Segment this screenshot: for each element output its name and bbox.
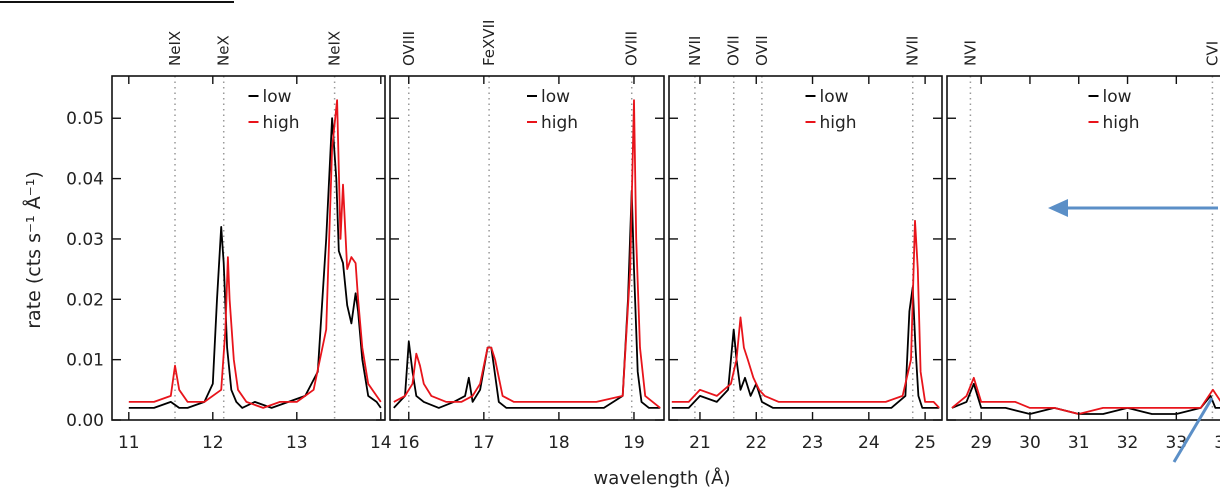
panel-2: OVIII FeXVII OVIII 16 17 18 19 low high [389, 20, 665, 453]
series-high [393, 99, 661, 409]
x-tick-label: 16 [398, 433, 420, 453]
line-label-nvii: NVII [904, 36, 922, 66]
panel-3: NVII OVII OVII NVII 21 22 23 24 25 low high [668, 35, 943, 453]
legend-label-high: high [820, 113, 857, 133]
panel-frame [668, 75, 943, 421]
line-label-oviii: OVIII [623, 31, 641, 66]
series-high [951, 376, 1220, 415]
x-tick-label: 21 [689, 433, 711, 453]
panel-data [393, 99, 661, 409]
y-tick-label: 0.04 [66, 170, 104, 190]
x-tick-label: 11 [118, 433, 140, 453]
y-tick-label: 0.01 [66, 351, 104, 371]
x-axis-label: wavelength (Å) [594, 467, 731, 489]
series-low [128, 117, 382, 409]
legend-label-high: high [1103, 113, 1140, 133]
line-label-nex: NeX [215, 35, 233, 66]
x-tick-label: 18 [548, 433, 570, 453]
y-tick-label: 0.03 [66, 230, 104, 250]
line-label-ovii: OVII [753, 35, 771, 66]
line-label-nvii: NVII [686, 36, 704, 66]
y-axis-label: rate (cts s⁻¹ Å⁻¹) [22, 171, 45, 329]
x-tick-label: 23 [802, 433, 824, 453]
line-label-fexvii: FeXVII [480, 20, 498, 66]
series-low [951, 382, 1220, 415]
panel-data [951, 376, 1220, 415]
panel-1: NeIX NeX NeIX 11 12 13 14 0.00 0.01 0.02 0.03 0.04 0… [66, 31, 391, 453]
x-tick-label: 34 [1214, 433, 1220, 453]
series-high [671, 219, 940, 409]
x-tick-label: 19 [623, 433, 645, 453]
legend-label-low: low [263, 87, 292, 107]
panel-frame [111, 75, 386, 421]
annotation-arrows [1048, 199, 1218, 463]
line-label-neix: NeIX [166, 31, 184, 66]
line-label-ovii: OVII [725, 35, 743, 66]
line-label-cvi: CVI [1203, 41, 1220, 66]
line-label-nvi: NVI [961, 40, 979, 66]
legend-label-high: high [263, 113, 300, 133]
legend-label-high: high [541, 113, 578, 133]
legend-label-low: low [1103, 87, 1132, 107]
series-low [393, 189, 661, 409]
series-low [671, 286, 940, 409]
arrow-left-head [1048, 199, 1068, 217]
arrow-up-line [1172, 397, 1214, 463]
plot-panels: NeIX NeX NeIX 11 12 13 14 0.00 0.01 0.02 0.03 0.04 0… [66, 20, 1220, 453]
panel-frame [946, 75, 1220, 421]
series-high [128, 99, 382, 409]
x-tick-label: 31 [1068, 433, 1090, 453]
panel-4: NVICVI293031323334lowhigh [946, 40, 1220, 453]
line-label-neix: NeIX [326, 31, 344, 66]
x-tick-label: 30 [1019, 433, 1041, 453]
x-tick-label: 12 [202, 433, 224, 453]
y-tick-label: 0.05 [66, 109, 104, 129]
x-tick-label: 17 [473, 433, 495, 453]
x-tick-label: 25 [914, 433, 936, 453]
legend-label-low: low [541, 87, 570, 107]
x-tick-label: 13 [286, 433, 308, 453]
x-tick-label: 29 [970, 433, 992, 453]
panel-data [671, 219, 940, 409]
legend-label-low: low [820, 87, 849, 107]
line-label-oviii: OVIII [400, 31, 418, 66]
x-tick-label: 32 [1117, 433, 1139, 453]
y-tick-label: 0.02 [66, 290, 104, 310]
panel-frame [389, 75, 665, 421]
y-tick-label: 0.00 [66, 411, 104, 431]
x-tick-label: 14 [370, 433, 392, 453]
x-tick-label: 22 [745, 433, 767, 453]
panel-data [128, 99, 382, 409]
x-tick-label: 24 [858, 433, 880, 453]
